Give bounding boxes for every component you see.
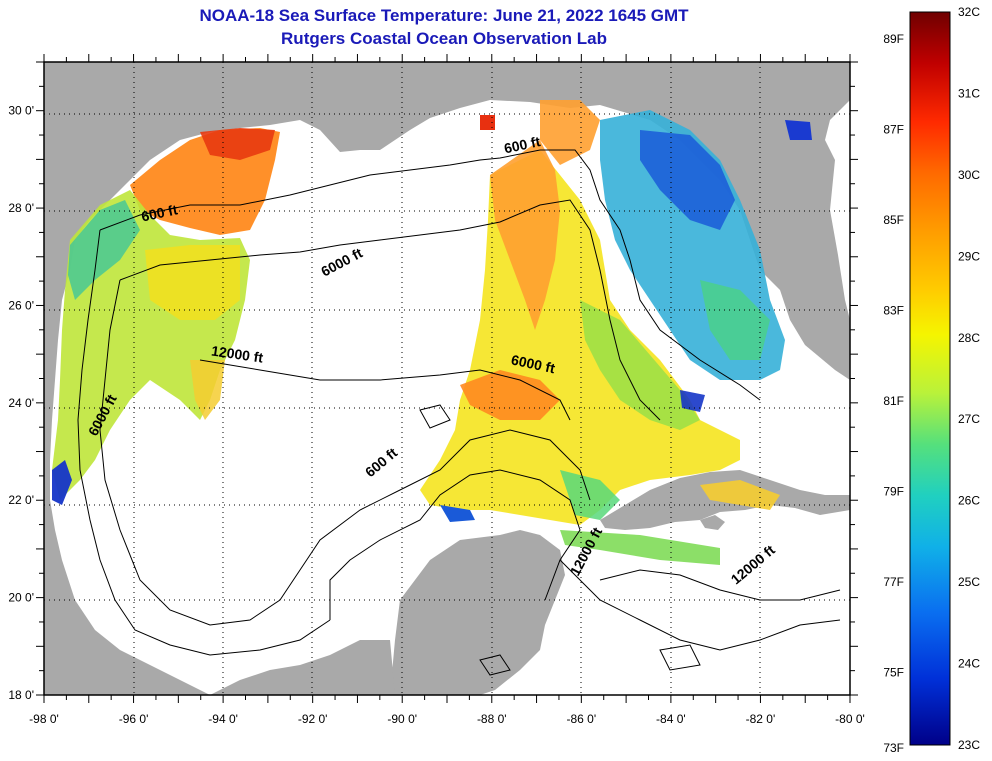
colorbar-f-label: 75F [883, 666, 904, 680]
colorbar-c-label: 30C [958, 168, 980, 182]
colorbar-celsius-labels: 32C 31C 30C 29C 28C 27C 26C 25C 24C 23C [958, 5, 980, 752]
colorbar-fahrenheit-labels: 89F 87F 85F 83F 81F 79F 77F 75F 73F [883, 32, 904, 755]
yucatan-peninsula [390, 530, 565, 695]
isle-of-youth [700, 515, 725, 530]
lon-tick-label: -82 0' [746, 712, 776, 726]
colorbar-f-label: 89F [883, 32, 904, 46]
lat-tick-label: 20 0' [8, 591, 34, 605]
sst-patch-ne-cold [785, 120, 812, 140]
contour-small-loop-2 [479, 654, 511, 676]
lon-tick-label: -94 0' [208, 712, 238, 726]
contour-600ft-north [99, 149, 761, 401]
contour-12000ft-south [599, 569, 841, 601]
lon-tick-label: -98 0' [29, 712, 59, 726]
colorbar: 32C 31C 30C 29C 28C 27C 26C 25C 24C 23C 89F 87F 85F… [883, 5, 980, 755]
lat-tick-label: 26 0' [8, 298, 34, 312]
mexico-south-coast [210, 640, 395, 695]
lat-tick-label: 18 0' [8, 688, 34, 702]
colorbar-gradient [909, 11, 951, 746]
sst-patch-central-green [580, 300, 700, 430]
map-subtitle: Rutgers Coastal Ocean Observation Lab [281, 29, 607, 48]
latitude-axis: 30 0' 28 0' 26 0' 24 0' 22 0' 20 0' 18 0' [8, 104, 34, 702]
sst-patch-sw-cold [440, 505, 475, 522]
colorbar-f-label: 79F [883, 485, 904, 499]
contour-label: 600 ft [503, 133, 542, 156]
colorbar-c-label: 25C [958, 575, 980, 589]
colorbar-c-label: 32C [958, 5, 980, 19]
contour-label: 12000 ft [210, 343, 264, 366]
longitude-axis: -98 0' -96 0' -94 0' -92 0' -90 0' -88 0' -86 … [29, 712, 865, 726]
sst-patch-central-orange [490, 140, 560, 330]
sst-swaths [52, 100, 812, 565]
sst-patch-south-strip [560, 530, 720, 565]
sst-patch-east-green [700, 280, 770, 360]
contour-6000ft [119, 199, 661, 421]
lat-lon-grid [44, 62, 850, 695]
contour-12000ft-east [559, 559, 841, 651]
colorbar-c-label: 28C [958, 331, 980, 345]
colorbar-c-label: 29C [958, 249, 980, 263]
axis-ticks [36, 54, 858, 703]
colorbar-c-label: 27C [958, 412, 980, 426]
lon-tick-label: -96 0' [119, 712, 149, 726]
contour-6000ft-west [99, 279, 591, 626]
contour-12000ft [199, 359, 571, 421]
lat-tick-label: 28 0' [8, 201, 34, 215]
bathymetry-contours [77, 149, 841, 676]
sst-patch-central-green2 [560, 470, 620, 520]
contour-600ft-yucatan [329, 469, 581, 620]
colorbar-c-label: 31C [958, 86, 980, 100]
contour-small-loop-3 [659, 644, 701, 671]
colorbar-c-label: 23C [958, 738, 980, 752]
us-gulf-coast-land [44, 62, 850, 695]
sst-patch-nw-hot [200, 128, 275, 160]
lon-tick-label: -80 0' [835, 712, 865, 726]
lat-tick-label: 24 0' [8, 396, 34, 410]
lat-tick-label: 30 0' [8, 104, 34, 118]
colorbar-f-label: 77F [883, 575, 904, 589]
lon-tick-label: -84 0' [656, 712, 686, 726]
colorbar-f-label: 87F [883, 123, 904, 137]
sst-patch-north-orange [540, 100, 600, 165]
colorbar-f-label: 81F [883, 394, 904, 408]
sst-patch-north-red [480, 115, 495, 130]
colorbar-f-label: 73F [883, 741, 904, 755]
colorbar-f-label: 83F [883, 304, 904, 318]
sst-patch-east-blue2 [680, 390, 705, 412]
contour-600ft-west [77, 229, 331, 656]
map-title: NOAA-18 Sea Surface Temperature: June 21… [199, 6, 689, 25]
sst-patch-west-cool [68, 200, 140, 300]
lon-tick-label: -86 0' [567, 712, 597, 726]
colorbar-f-label: 85F [883, 213, 904, 227]
contour-small-loop-1 [419, 404, 451, 429]
colorbar-c-label: 24C [958, 657, 980, 671]
sst-patch-west-cold [52, 460, 72, 505]
contour-label: 600 ft [140, 201, 179, 224]
lon-tick-label: -90 0' [387, 712, 417, 726]
sst-patch-central [420, 150, 740, 525]
lat-tick-label: 22 0' [8, 493, 34, 507]
lon-tick-label: -92 0' [298, 712, 328, 726]
colorbar-c-label: 26C [958, 494, 980, 508]
sst-patch-west-yellow2 [190, 360, 225, 420]
lon-tick-label: -88 0' [477, 712, 507, 726]
sst-patch-east-blue [640, 130, 735, 230]
